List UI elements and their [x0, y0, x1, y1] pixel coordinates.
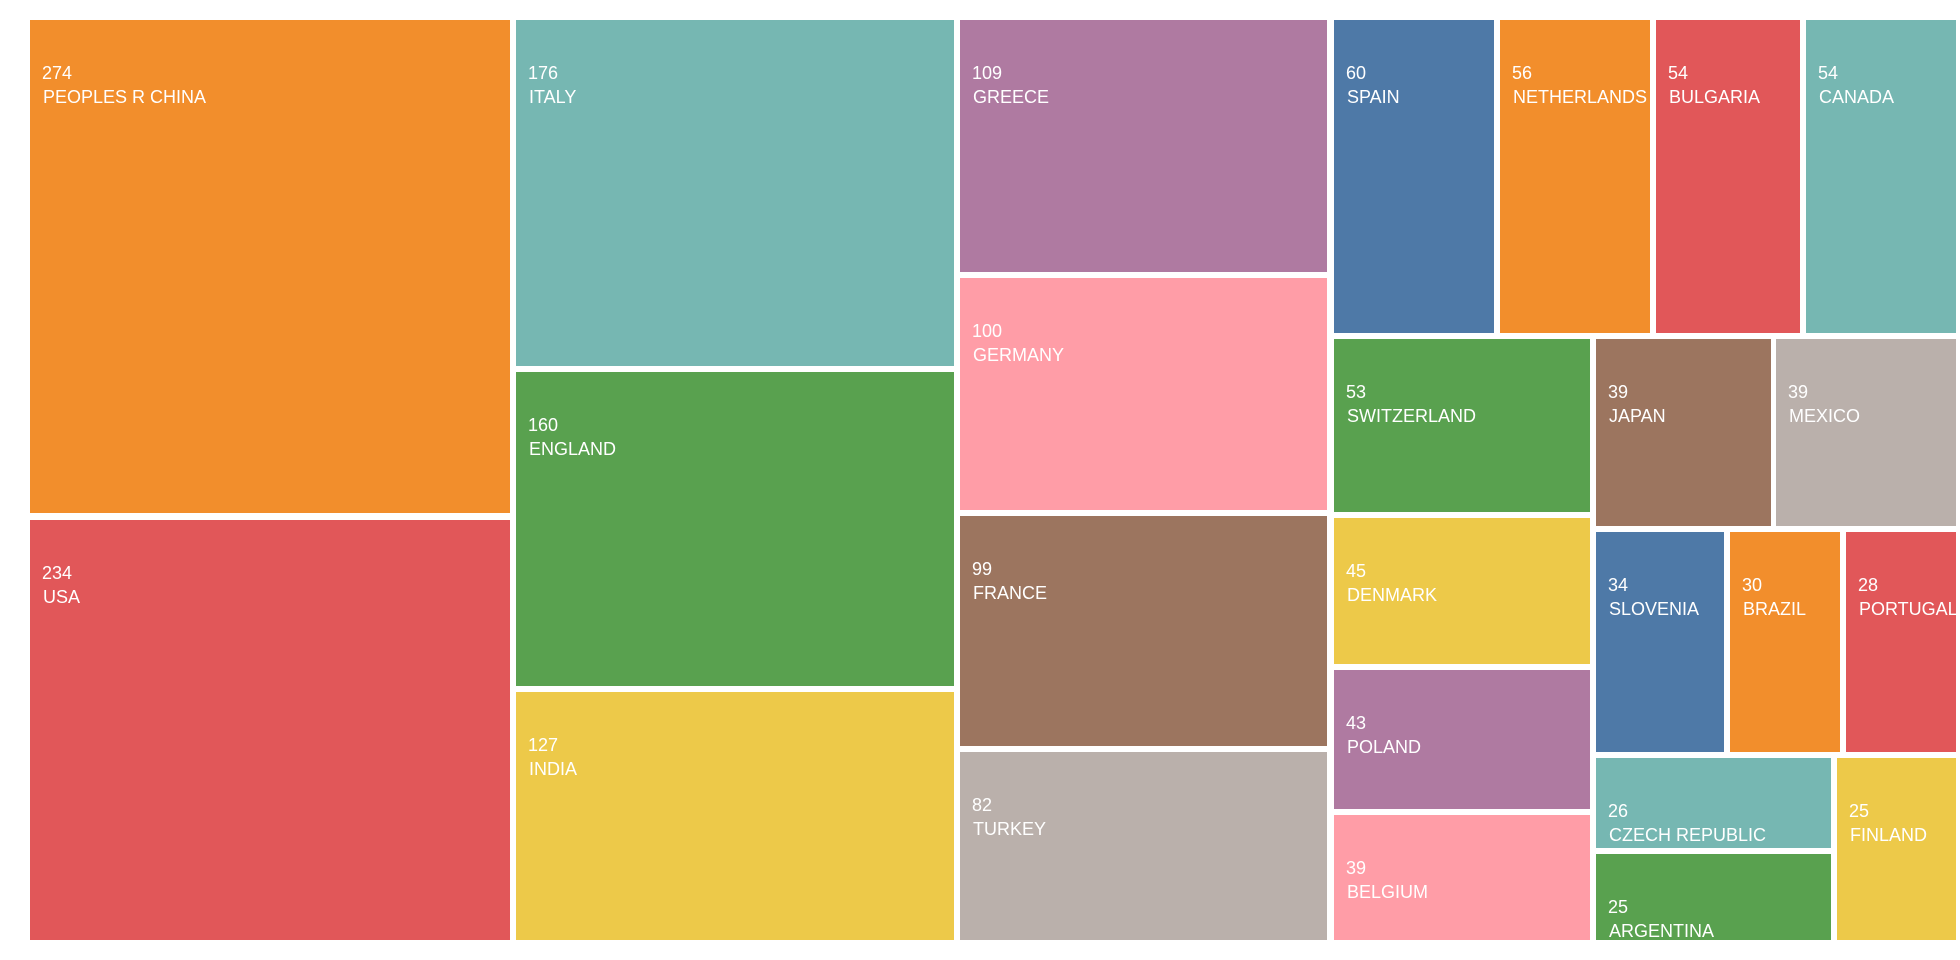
treemap-cell: 28 PORTUGAL — [1846, 532, 1956, 752]
treemap-value-label: 25 — [1608, 897, 1629, 917]
treemap-cell: 82 TURKEY — [960, 752, 1327, 940]
treemap-category-label: NETHERLANDS — [1513, 87, 1648, 107]
treemap-value-label: 56 — [1512, 63, 1533, 83]
treemap-cell: 109 GREECE — [960, 20, 1327, 272]
treemap-cell: 30 BRAZIL — [1730, 532, 1840, 752]
treemap-category-label: SWITZERLAND — [1347, 406, 1477, 426]
treemap-value-label: 100 — [972, 321, 1003, 341]
treemap-cell: 26 CZECH REPUBLIC — [1596, 758, 1831, 848]
treemap-value-label: 34 — [1608, 575, 1629, 595]
treemap-category-label: ENGLAND — [529, 439, 617, 459]
treemap-category-label: INDIA — [529, 759, 578, 779]
treemap-category-label: FRANCE — [973, 583, 1048, 603]
treemap-cell: 25 FINLAND — [1837, 758, 1956, 940]
treemap-category-label: USA — [43, 587, 81, 607]
treemap-category-label: CANADA — [1819, 87, 1895, 107]
treemap-cell: 99 FRANCE — [960, 516, 1327, 746]
treemap-category-label: TURKEY — [973, 819, 1047, 839]
treemap-category-label: BELGIUM — [1347, 882, 1429, 902]
treemap-category-label: POLAND — [1347, 737, 1422, 757]
treemap-value-label: 54 — [1818, 63, 1839, 83]
treemap-cell: 234 USA — [30, 520, 510, 940]
treemap-cell: 34 SLOVENIA — [1596, 532, 1724, 752]
treemap-category-label: CZECH REPUBLIC — [1609, 825, 1767, 845]
treemap-cell: 176 ITALY — [516, 20, 954, 366]
treemap-cell: 127 INDIA — [516, 692, 954, 940]
treemap-value-label: 28 — [1858, 575, 1879, 595]
treemap-value-label: 234 — [42, 563, 73, 583]
treemap-cell: 43 POLAND — [1334, 670, 1590, 809]
treemap-value-label: 60 — [1346, 63, 1367, 83]
treemap-value-label: 43 — [1346, 713, 1367, 733]
treemap-cell: 56 NETHERLANDS — [1500, 20, 1650, 333]
treemap-value-label: 127 — [528, 735, 559, 755]
treemap-cell: 60 SPAIN — [1334, 20, 1494, 333]
treemap-value-label: 26 — [1608, 801, 1629, 821]
treemap-cell: 39 JAPAN — [1596, 339, 1771, 526]
treemap-category-label: GREECE — [973, 87, 1050, 107]
treemap-cell: 25 ARGENTINA — [1596, 854, 1831, 940]
treemap-value-label: 30 — [1742, 575, 1763, 595]
treemap-category-label: PEOPLES R CHINA — [43, 87, 207, 107]
treemap-category-label: BULGARIA — [1669, 87, 1761, 107]
treemap-category-label: ARGENTINA — [1609, 921, 1715, 940]
treemap-value-label: 39 — [1346, 858, 1367, 878]
treemap-value-label: 54 — [1668, 63, 1689, 83]
treemap-value-label: 274 — [42, 63, 73, 83]
treemap-value-label: 39 — [1608, 382, 1629, 402]
treemap-value-label: 25 — [1849, 801, 1870, 821]
treemap-cell: 274 PEOPLES R CHINA — [30, 20, 510, 513]
treemap-cell: 100 GERMANY — [960, 278, 1327, 510]
treemap-cell: 39 MEXICO — [1776, 339, 1956, 526]
treemap-value-label: 160 — [528, 415, 559, 435]
treemap-cell: 45 DENMARK — [1334, 518, 1590, 664]
treemap-value-label: 53 — [1346, 382, 1367, 402]
treemap-category-label: SPAIN — [1347, 87, 1400, 107]
treemap-value-label: 45 — [1346, 561, 1367, 581]
treemap-category-label: GERMANY — [973, 345, 1065, 365]
treemap-category-label: DENMARK — [1347, 585, 1438, 605]
treemap-category-label: FINLAND — [1850, 825, 1928, 845]
treemap-category-label: BRAZIL — [1743, 599, 1807, 619]
treemap-category-label: SLOVENIA — [1609, 599, 1700, 619]
treemap-category-label: MEXICO — [1789, 406, 1861, 426]
treemap-value-label: 109 — [972, 63, 1003, 83]
treemap-cell: 39 BELGIUM — [1334, 815, 1590, 940]
treemap-value-label: 39 — [1788, 382, 1809, 402]
treemap-cell: 53 SWITZERLAND — [1334, 339, 1590, 512]
treemap-value-label: 99 — [972, 559, 993, 579]
treemap-category-label: PORTUGAL — [1859, 599, 1956, 619]
treemap-category-label: ITALY — [529, 87, 577, 107]
treemap-cell: 160 ENGLAND — [516, 372, 954, 686]
treemap-cell: 54 BULGARIA — [1656, 20, 1800, 333]
treemap-value-label: 82 — [972, 795, 993, 815]
treemap-value-label: 176 — [528, 63, 559, 83]
treemap-cell: 54 CANADA — [1806, 20, 1956, 333]
treemap-category-label: JAPAN — [1609, 406, 1666, 426]
